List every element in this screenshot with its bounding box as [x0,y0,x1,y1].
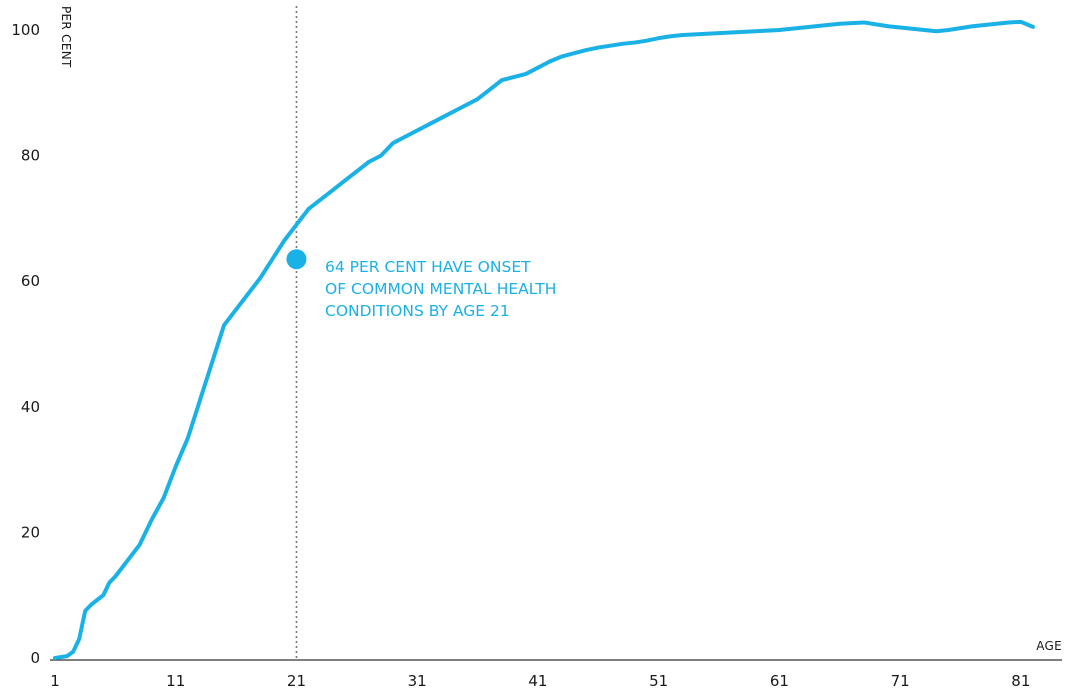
annotation-line: CONDITIONS BY AGE 21 [325,302,510,320]
series-line [53,19,1035,660]
annotation: 64 PER CENT HAVE ONSET OF COMMON MENTAL H… [325,258,556,320]
x-tick-label: 51 [649,672,668,690]
y-axis-ticks: 0 20 40 60 80 100 [11,21,40,667]
y-tick-label: 80 [21,147,40,165]
y-tick-label: 40 [21,398,40,416]
x-axis-title: AGE [1036,639,1062,653]
x-tick-label: 31 [408,672,427,690]
x-axis-ticks: 1 11 21 31 41 51 61 71 81 [50,672,1030,690]
x-tick-label: 61 [770,672,789,690]
annotation-line: 64 PER CENT HAVE ONSET [325,258,531,276]
y-tick-label: 0 [30,649,40,667]
y-tick-label: 100 [11,21,40,39]
y-tick-label: 20 [21,523,40,541]
x-tick-label: 71 [891,672,910,690]
x-tick-label: 41 [528,672,547,690]
x-tick-label: 81 [1011,672,1030,690]
y-axis-title: PER CENT [59,6,73,68]
x-tick-label: 21 [287,672,306,690]
annotation-line: OF COMMON MENTAL HEALTH [325,280,556,298]
highlight-point [286,249,307,270]
y-tick-label: 60 [21,272,40,290]
x-tick-label: 11 [166,672,185,690]
x-tick-label: 1 [50,672,60,690]
